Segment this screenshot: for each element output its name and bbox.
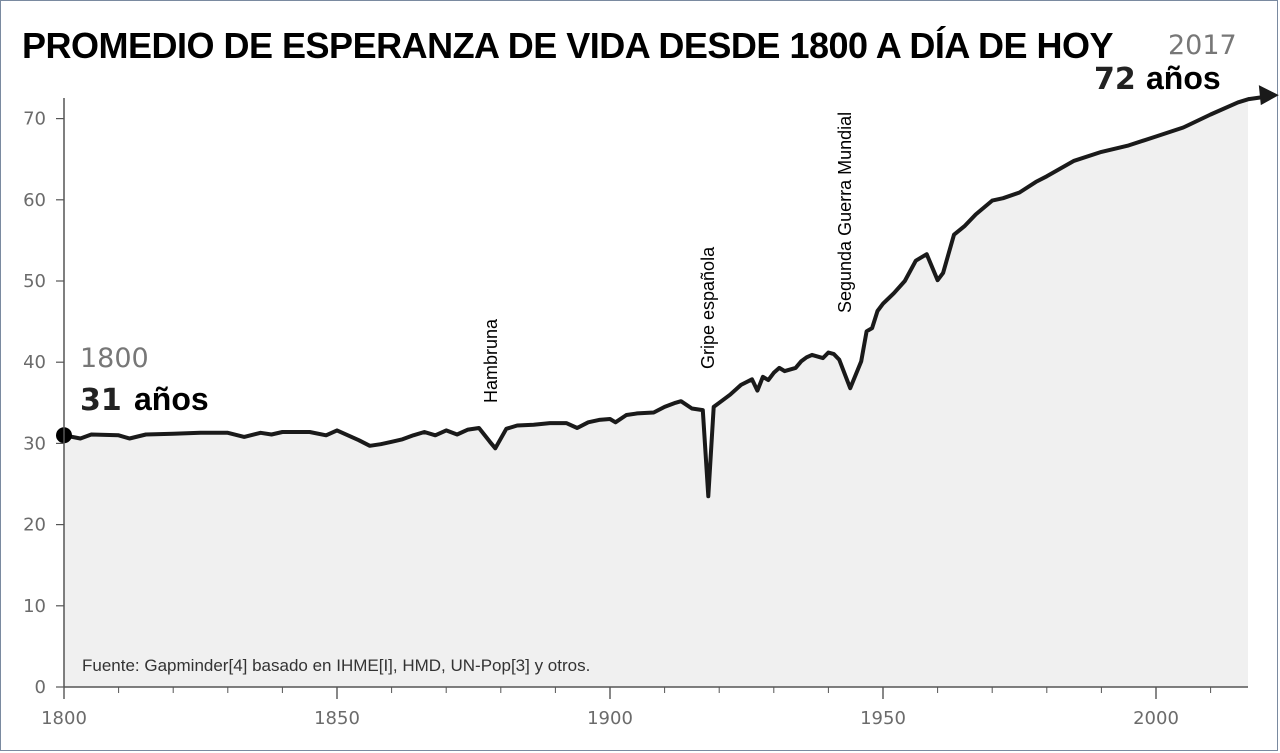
area-fill <box>64 99 1249 688</box>
x-tick-label: 1950 <box>860 708 906 729</box>
end-value-number: 72 <box>1094 62 1136 97</box>
event-label: Hambruna <box>481 318 501 403</box>
y-tick-label: 0 <box>35 677 46 698</box>
end-arrow-head <box>1258 85 1279 106</box>
y-tick-label: 70 <box>23 109 46 130</box>
y-tick-label: 20 <box>23 515 46 536</box>
event-label: Segunda Guerra Mundial <box>835 112 855 313</box>
end-year-label: 2017 <box>1168 30 1237 61</box>
y-tick-label: 40 <box>23 352 46 373</box>
event-label: Gripe española <box>698 246 718 369</box>
life-expectancy-line <box>62 97 1251 499</box>
start-value-number: 31 <box>80 383 122 418</box>
end-value-unit: años <box>1146 60 1221 96</box>
x-tick-label: 1800 <box>41 708 87 729</box>
y-tick-label: 10 <box>23 596 46 617</box>
chart-title: PROMEDIO DE ESPERANZA DE VIDA DESDE 1800… <box>22 25 1114 66</box>
x-tick-label: 1900 <box>587 708 633 729</box>
start-year-label: 1800 <box>80 343 149 374</box>
y-tick-label: 30 <box>23 433 46 454</box>
start-value-unit: años <box>134 381 209 417</box>
y-tick-label: 60 <box>23 190 46 211</box>
y-tick-label: 50 <box>23 271 46 292</box>
x-tick-label: 1850 <box>314 708 360 729</box>
source-note: Fuente: Gapminder[4] basado en IHME[I], … <box>82 656 590 675</box>
x-tick-label: 2000 <box>1133 708 1179 729</box>
